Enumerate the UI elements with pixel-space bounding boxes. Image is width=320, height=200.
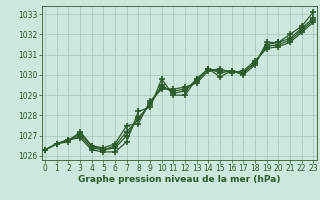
X-axis label: Graphe pression niveau de la mer (hPa): Graphe pression niveau de la mer (hPa) bbox=[78, 175, 280, 184]
